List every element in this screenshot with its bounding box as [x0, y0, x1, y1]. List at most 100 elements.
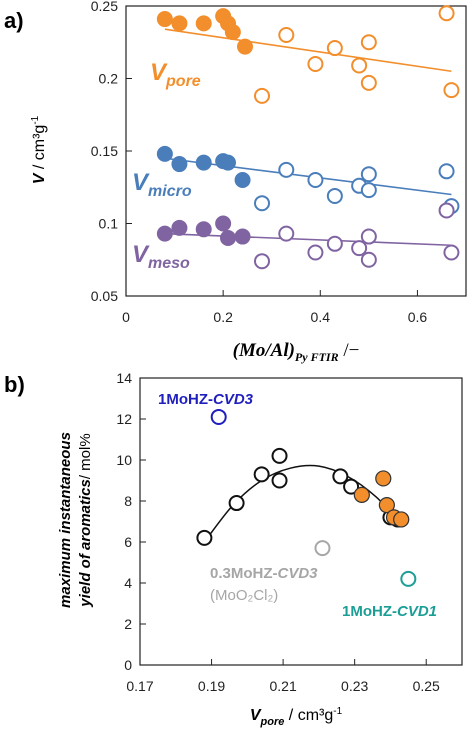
series-label-V_micro: Vmicro	[132, 169, 192, 200]
point-open-black	[271, 472, 288, 489]
y-tick-label: 12	[116, 411, 132, 427]
annotation-sample: 0.3MoHZ-	[210, 565, 278, 582]
annotation-method: CVD1	[397, 603, 437, 620]
y-tick-label: 0.1	[99, 216, 119, 232]
point-filled-V_micro	[220, 154, 236, 171]
point-filled-V_pore	[156, 11, 173, 28]
point-open-V_meso	[307, 244, 324, 261]
point-open-V_micro	[360, 166, 377, 183]
annotation-method: CVD3	[278, 565, 319, 582]
x-tick-label: 0.19	[198, 678, 225, 694]
y-tick-label: 8	[124, 493, 132, 509]
point-filled-orange	[378, 497, 395, 514]
panel-b-xlabel: Vpore / cm³g-1	[250, 706, 343, 728]
point-filled-V_meso	[171, 219, 188, 236]
point-open-V_micro	[360, 182, 377, 199]
point-filled-V_meso	[220, 230, 236, 246]
point-open-V_pore	[351, 57, 368, 74]
series-label-V_pore: Vpore	[150, 59, 201, 90]
fit-line-V_micro	[164, 157, 452, 196]
annotation-label: 0.3MoHZ-CVD3	[210, 565, 318, 582]
point-open-V_meso	[360, 251, 377, 268]
y-tick-label: 10	[116, 452, 132, 468]
point-open-V_pore	[438, 5, 455, 22]
panel-a-points	[156, 5, 460, 270]
annotation-label: 1MoHZ-CVD3	[158, 391, 254, 408]
point-filled-V_meso	[215, 215, 232, 232]
point-open-V_pore	[278, 27, 295, 43]
point-open-V_meso	[326, 235, 343, 252]
series-label-V_meso: Vmeso	[132, 241, 190, 272]
x-tick-label: 0.6	[408, 309, 428, 325]
point-open-V_micro	[307, 172, 324, 188]
point-filled-V_meso	[234, 228, 251, 245]
series-label-sub: meso	[148, 255, 190, 272]
annotation-sample: 1MoHZ-	[342, 603, 397, 620]
point-open-V_micro	[254, 195, 270, 212]
panel-b-points	[196, 408, 417, 587]
point-filled-orange	[353, 486, 370, 503]
point-open-black	[332, 468, 349, 485]
series-label-main: V	[150, 59, 168, 86]
y-tick-label: 0.05	[91, 288, 118, 304]
point-filled-V_meso	[195, 221, 212, 238]
point-special	[400, 570, 417, 587]
panel-a-letter: a)	[4, 8, 24, 33]
y-tick-label: 0.2	[99, 71, 119, 87]
point-open-black	[343, 478, 360, 495]
y-tick-label: 6	[124, 534, 132, 550]
panel-b-ticks: 0 2 4 6 8 10 12 14 0.17 0.19 0.21 0.23 0.25	[116, 370, 440, 694]
fit-line-V_pore	[164, 28, 452, 73]
series-label-sub: pore	[165, 73, 201, 90]
point-filled-V_pore	[237, 38, 253, 55]
x-tick-label: 0.17	[126, 678, 153, 694]
point-open-black	[228, 495, 245, 512]
panel-b-letter: b)	[4, 372, 25, 397]
y-tick-label: 2	[124, 616, 132, 632]
annotation-label: 1MoHZ-CVD1	[342, 603, 437, 620]
point-filled-V_micro	[171, 156, 188, 173]
y-tick-label: 0.15	[91, 143, 118, 159]
point-open-V_pore	[360, 34, 377, 51]
point-open-black	[253, 466, 270, 483]
panel-b-frame	[139, 377, 463, 666]
point-open-black	[196, 529, 213, 546]
point-filled-V_pore	[224, 24, 241, 41]
panel-b-annotations: 1MoHZ-CVD30.3MoHZ-CVD3(MoO₂Cl₂)1MoHZ-CVD…	[158, 391, 437, 620]
point-open-V_pore	[443, 82, 460, 99]
point-open-V_meso	[438, 202, 455, 219]
panel-a-ticks: 0.05 0.1 0.15 0.2 0.25 0 0.2 0.4 0.6	[91, 0, 428, 325]
point-filled-V_micro	[156, 145, 173, 162]
x-tick-label: 0.25	[413, 678, 440, 694]
point-filled-V_pore	[195, 15, 212, 32]
panel-a-frame	[125, 5, 467, 297]
point-open-V_meso	[443, 244, 460, 261]
panel-b: b) 0 2 4 6 8 10 12 14 0.17 0.19 0.21 0.23 0.25 1MoHZ…	[4, 370, 463, 728]
point-filled-orange	[375, 470, 392, 487]
point-open-black	[271, 447, 288, 464]
series-label-main: V	[132, 241, 150, 268]
point-filled-V_pore	[171, 15, 188, 32]
panel-a-ylabel: V / cm³g-1	[30, 115, 48, 184]
point-open-V_meso	[360, 228, 377, 245]
panel-a-fit-lines	[164, 28, 452, 247]
y-tick-label: 4	[124, 575, 132, 591]
y-tick-label: 0.25	[91, 0, 118, 14]
point-open-V_meso	[351, 240, 368, 257]
point-open-V_pore	[307, 56, 324, 72]
x-tick-label: 0.21	[269, 678, 296, 694]
point-open-V_micro	[326, 187, 343, 204]
point-open-V_meso	[254, 253, 270, 270]
point-filled-V_micro	[195, 154, 212, 171]
point-open-V_pore	[360, 74, 377, 91]
point-open-V_meso	[278, 225, 295, 242]
annotation-precursor: (MoO₂Cl₂)	[210, 587, 278, 604]
y-tick-label: 14	[116, 370, 132, 386]
x-tick-label: 0.23	[341, 678, 368, 694]
annotation-sample: 1MoHZ-	[158, 391, 213, 408]
point-open-V_pore	[254, 87, 270, 104]
series-label-sub: micro	[148, 183, 192, 200]
y-tick-label: 0	[124, 657, 132, 673]
